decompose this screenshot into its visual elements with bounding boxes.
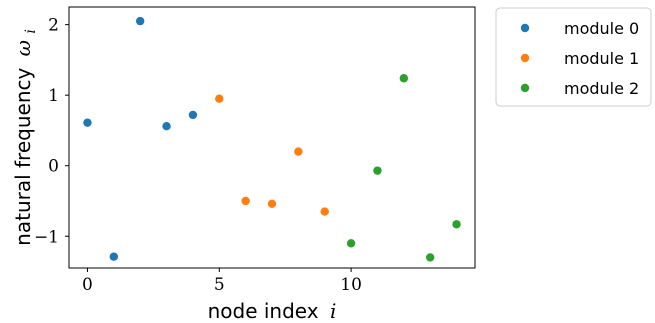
data-point: [162, 122, 171, 131]
legend-marker: [520, 83, 530, 93]
x-tick-label: 5: [214, 275, 225, 295]
plot-area: [83, 16, 461, 262]
legend-label: module 0: [564, 19, 639, 38]
legend: module 0 module 1 module 2: [495, 7, 652, 107]
x-axis-ticks: 0 5 10: [82, 268, 362, 295]
data-point: [241, 196, 250, 206]
plot-frame: [68, 6, 476, 269]
legend-label: module 2: [564, 79, 639, 98]
x-tick-label: 10: [340, 275, 362, 295]
data-point: [267, 199, 277, 209]
y-tick-label: 2: [48, 16, 59, 36]
y-axis-label-variable: ω: [11, 40, 35, 56]
data-point: [215, 94, 224, 103]
data-point: [109, 252, 119, 261]
y-axis-label-text: natural frequency: [11, 68, 35, 246]
data-point: [452, 220, 461, 229]
data-point: [188, 110, 198, 120]
series-module-2: [346, 74, 461, 262]
legend-frame: [495, 7, 652, 107]
data-point: [346, 239, 356, 248]
data-point: [425, 253, 435, 262]
y-axis-label: natural frequency ω i: [11, 29, 39, 246]
data-point: [294, 147, 303, 156]
data-point: [320, 207, 329, 216]
y-axis-label-subscript: i: [23, 29, 39, 33]
x-tick-label: 0: [82, 275, 93, 295]
y-tick-label: 0: [48, 157, 59, 177]
y-axis-ticks: −1 0 1 2: [34, 16, 69, 247]
series-module-1: [215, 94, 329, 216]
legend-label: module 1: [564, 49, 639, 68]
series-module-0: [83, 16, 198, 261]
data-point: [135, 16, 145, 26]
legend-marker: [520, 23, 530, 33]
legend-marker: [520, 53, 530, 63]
data-point: [373, 166, 382, 175]
y-tick-label: 1: [48, 86, 59, 106]
data-point: [399, 74, 409, 83]
x-axis-label: node index i: [208, 299, 337, 323]
y-tick-label: −1: [34, 227, 59, 247]
data-point: [83, 118, 92, 127]
x-axis-label-variable: i: [330, 299, 336, 323]
x-axis-label-text: node index: [208, 299, 319, 323]
